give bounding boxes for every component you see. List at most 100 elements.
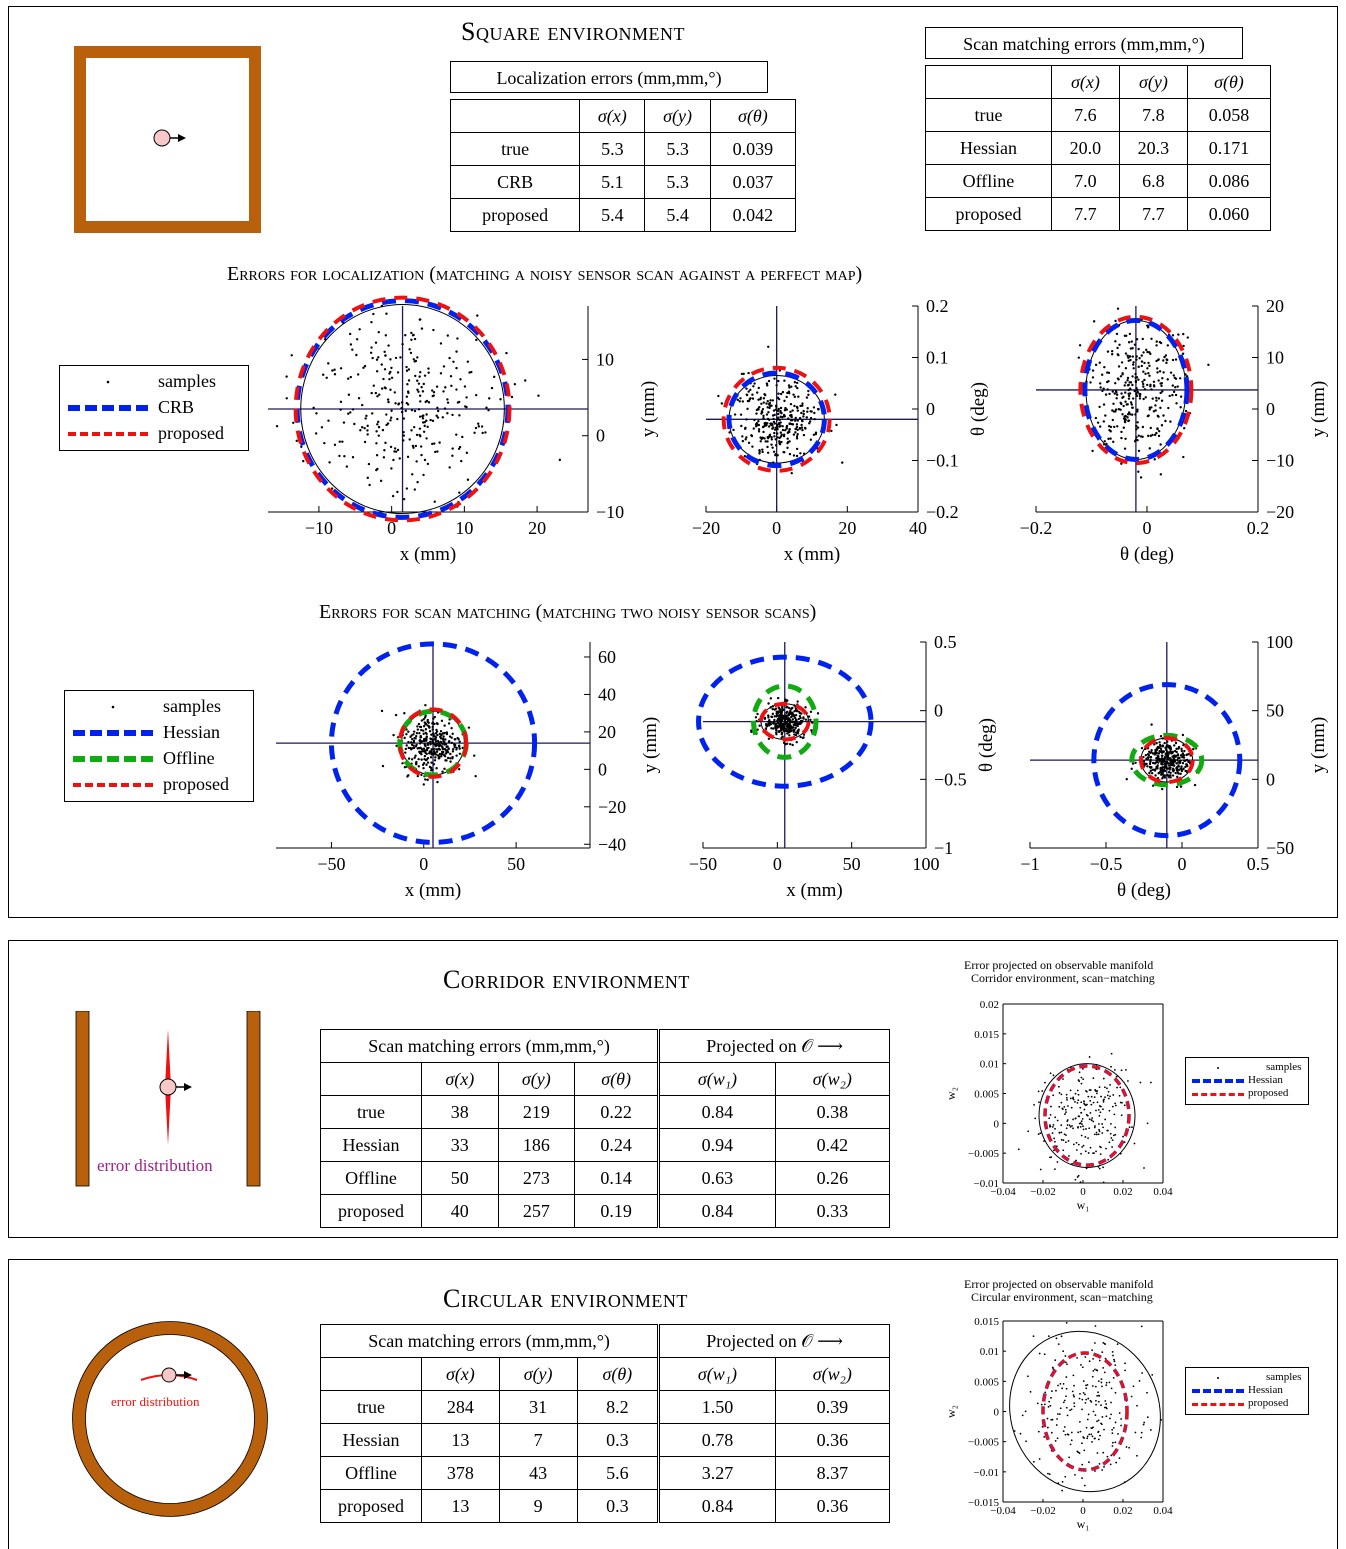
sample-point: [1153, 769, 1157, 772]
sample-point: [1050, 1396, 1052, 1399]
sample-point: [1185, 375, 1189, 378]
sample-point: [416, 725, 419, 728]
sample-point: [1057, 1384, 1059, 1387]
y-tick-label: 20: [1266, 296, 1284, 316]
sample-point: [1083, 1484, 1086, 1487]
sample-point: [1134, 761, 1137, 764]
sample-point: [328, 461, 331, 464]
sample-point: [798, 427, 802, 431]
sample-point: [432, 717, 435, 720]
sample-point: [792, 729, 795, 733]
sample-point: [779, 424, 782, 427]
sample-point: [1097, 1419, 1100, 1422]
sample-point: [1138, 397, 1142, 400]
sample-point: [1112, 402, 1115, 405]
sample-point: [720, 402, 724, 405]
sample-point: [422, 718, 425, 721]
sample-point: [786, 699, 789, 702]
sample-point: [422, 382, 425, 386]
sample-point: [451, 755, 454, 759]
sample-point: [1135, 388, 1139, 392]
sample-point: [441, 737, 445, 740]
sample-point: [377, 330, 380, 334]
sample-point: [420, 385, 423, 389]
sample-point: [417, 722, 421, 726]
sample-point: [801, 736, 805, 740]
sample-point: [1101, 389, 1104, 393]
sample-point: [446, 398, 449, 401]
sample-point: [1142, 351, 1145, 354]
sample-point: [375, 430, 378, 433]
sample-point: [464, 405, 467, 408]
sample-point: [417, 382, 421, 385]
sample-point: [447, 722, 451, 725]
sample-point: [436, 733, 439, 737]
sample-point: [742, 372, 745, 376]
y-tick-label: 0.2: [926, 296, 949, 316]
sample-point: [791, 409, 794, 412]
sample-point: [375, 442, 378, 445]
sample-point: [1130, 767, 1133, 770]
sample-point: [396, 417, 399, 421]
sample-point: [786, 442, 789, 445]
sample-point: [426, 761, 430, 764]
sample-point: [371, 412, 374, 415]
sample-point: [1131, 762, 1135, 765]
sample-point: [1127, 359, 1130, 363]
sample-point: [1081, 1366, 1084, 1369]
sample-point: [1151, 768, 1154, 771]
sample-point: [410, 758, 414, 761]
sample-point: [430, 442, 434, 446]
sample-point: [1049, 1404, 1052, 1407]
sample-point: [793, 404, 796, 408]
sample-point: [434, 737, 437, 741]
sample-point: [1055, 1389, 1057, 1392]
sample-point: [1118, 343, 1121, 347]
sample-point: [382, 377, 385, 381]
x-tick-label: 0.2: [1247, 518, 1270, 538]
sample-point: [1179, 377, 1182, 380]
sample-point: [812, 433, 816, 436]
sample-point: [743, 454, 747, 458]
sample-point: [779, 715, 783, 719]
sample-point: [1102, 1451, 1105, 1454]
sample-point: [785, 408, 788, 411]
sample-point: [363, 364, 367, 368]
sample-point: [801, 719, 804, 723]
sample-point: [1138, 394, 1142, 398]
sample-point: [1094, 1414, 1097, 1417]
sample-point: [1085, 1398, 1088, 1401]
table-cell: σ(θ): [709, 99, 797, 133]
sample-point: [1176, 759, 1179, 762]
sample-point: [474, 393, 478, 397]
sample-point: [793, 419, 797, 422]
sample-point: [781, 416, 784, 419]
sample-point: [1072, 1374, 1075, 1377]
sample-point: [1158, 746, 1161, 749]
sample-point: [377, 425, 381, 429]
sample-point: [403, 712, 406, 715]
sample-point: [372, 312, 375, 316]
sample-point: [414, 444, 418, 448]
sample-point: [796, 700, 799, 703]
sample-point: [1154, 404, 1157, 407]
sample-point: [1162, 414, 1165, 417]
sample-point: [1155, 396, 1158, 399]
sample-point: [1124, 352, 1128, 355]
sample-point: [796, 409, 800, 412]
sample-point: [761, 448, 764, 451]
sample-point: [1101, 1385, 1103, 1388]
sample-point: [771, 707, 774, 711]
sample-point: [801, 419, 804, 423]
sample-point: [1043, 1353, 1046, 1356]
x-axis-label: x (mm): [786, 880, 842, 901]
sample-point: [785, 425, 788, 429]
table-cell: 0.039: [709, 132, 797, 166]
sample-point: [777, 412, 780, 416]
sample-point: [375, 358, 379, 361]
sample-point: [794, 733, 798, 737]
sample-point: [1101, 373, 1104, 376]
table-cell: 5.3: [644, 132, 711, 166]
